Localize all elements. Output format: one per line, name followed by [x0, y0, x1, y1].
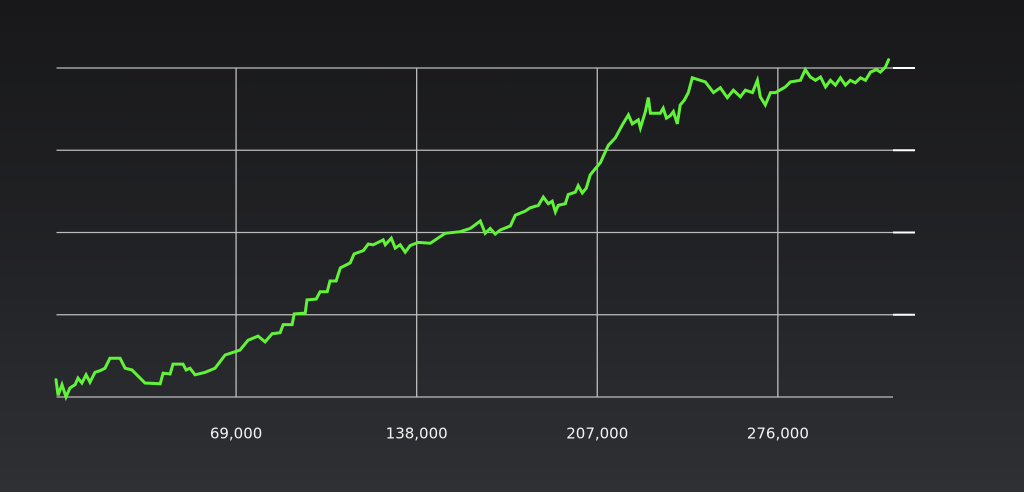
x-tick-label: 276,000: [747, 425, 809, 443]
x-tick-label: 69,000: [210, 425, 263, 443]
x-tick-label: 138,000: [386, 425, 448, 443]
x-tick-label: 207,000: [566, 425, 628, 443]
line-series: [54, 58, 891, 402]
